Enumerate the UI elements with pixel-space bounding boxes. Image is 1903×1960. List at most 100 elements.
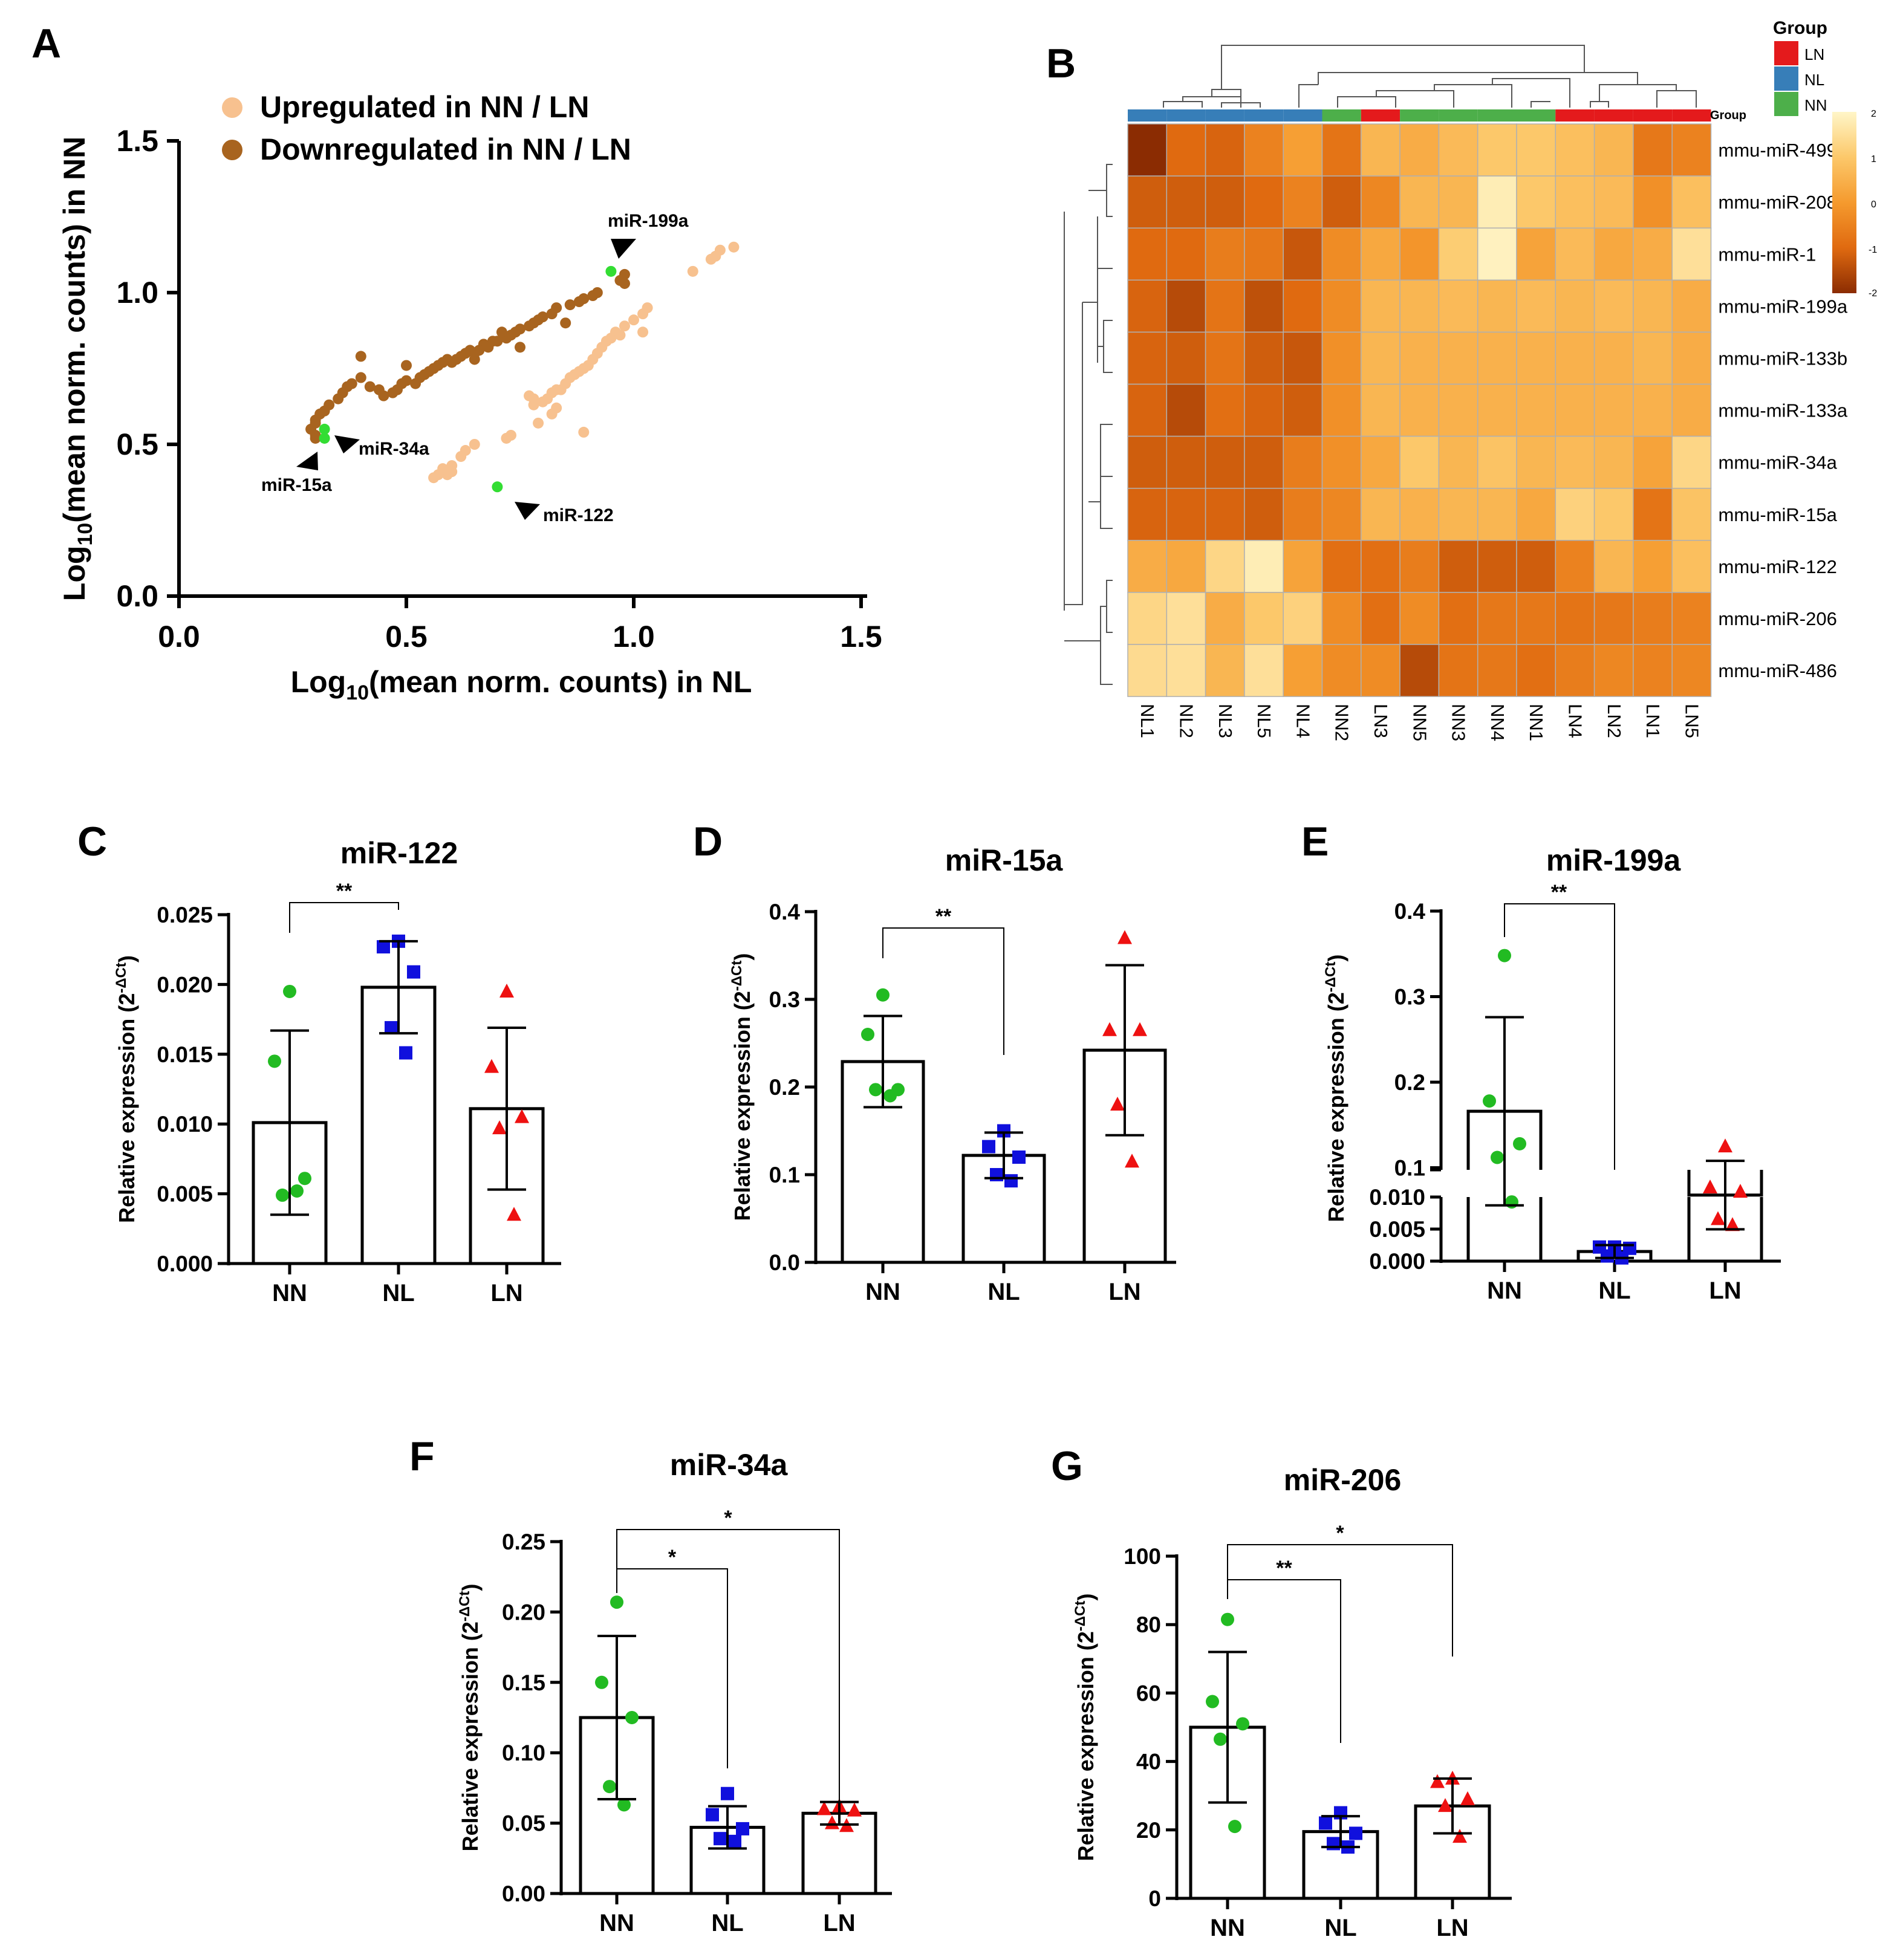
data-point: [603, 1780, 616, 1794]
data-point: [1125, 1154, 1139, 1168]
heatmap-cell: [1477, 487, 1517, 541]
heatmap-cell: [1361, 279, 1400, 333]
bar-y-tick-label: 100: [1124, 1544, 1161, 1569]
b-scale-tick: 0: [1871, 200, 1876, 210]
a-x-axis-label: Log10(mean norm. counts) in NL: [291, 665, 752, 704]
b-row-label: mmu-miR-133a: [1719, 400, 1848, 421]
heatmap-cell: [1438, 435, 1478, 489]
heatmap-cell: [1671, 227, 1712, 281]
heatmap-cell: [1205, 175, 1245, 229]
heatmap-cell: [1438, 279, 1478, 333]
a-y-ticks: 0.0 0.5 1.0 1.5: [116, 124, 179, 613]
a-point-highlight: [492, 481, 503, 493]
bar-y-axis-label: Relative expression (2-ΔCt): [457, 1584, 483, 1852]
heatmap-cell: [1321, 540, 1362, 593]
a-point-down: [305, 423, 317, 435]
heatmap-cell: [1283, 383, 1323, 437]
b-row-labels: mmu-miR-499 mmu-miR-208b mmu-miR-1 mmu-miR-…: [1719, 140, 1848, 681]
a-point-up: [728, 241, 740, 253]
data-point: [1718, 1138, 1732, 1153]
bar-x-tick-label: NL: [987, 1279, 1020, 1305]
b-group-cell-nn: [1322, 109, 1361, 122]
a-x-tick-label: 1.5: [840, 620, 882, 654]
b-col-label: NL1: [1137, 704, 1158, 738]
bar-y-tick-label: 0.05: [502, 1811, 545, 1836]
panel-letter-b: B: [1046, 41, 1076, 86]
data-point: [861, 1028, 874, 1041]
heatmap-cell: [1555, 540, 1595, 593]
heatmap-cell: [1283, 279, 1323, 333]
heatmap-cell: [1361, 123, 1400, 177]
bar-x-tick-label: NN: [272, 1280, 307, 1306]
a-y-tick-label: 1.5: [116, 124, 158, 158]
data-point: [1460, 1791, 1475, 1805]
heatmap-cell: [1633, 487, 1673, 541]
significance-label: **: [935, 905, 952, 928]
heatmap-cell: [1205, 487, 1245, 541]
y-label-text: Relative expression (2: [458, 1621, 483, 1851]
significance-label: *: [724, 1507, 732, 1530]
bar-y-tick-label: 0.1: [769, 1163, 800, 1187]
data-point: [484, 1059, 499, 1073]
b-group-cell-nl: [1244, 109, 1284, 122]
heatmap-cell: [1399, 592, 1440, 645]
a-point-down: [355, 372, 366, 383]
b-row-label: mmu-miR-499: [1719, 140, 1837, 161]
a-point-down: [310, 432, 321, 444]
a-point-up: [619, 320, 630, 332]
bar-y-tick-label: 0.15: [502, 1670, 545, 1695]
a-point-down: [387, 387, 398, 398]
a-point-up: [546, 408, 558, 420]
heatmap-cell: [1633, 279, 1673, 333]
panel-e-bar: miR-199a Relative expression (2-ΔCt) 0.1 0.…: [1322, 843, 1781, 1304]
data-point: [385, 1021, 398, 1034]
significance-label: **: [1551, 881, 1567, 904]
bar-y-tick-label: 0.1: [1394, 1156, 1425, 1181]
bar-chart-title: miR-199a: [1546, 843, 1682, 877]
heatmap-cell: [1593, 123, 1634, 177]
heatmap-cell: [1166, 227, 1206, 281]
heatmap-cell: [1244, 644, 1284, 697]
data-point: [407, 965, 420, 979]
panel-letter-g: G: [1051, 1443, 1083, 1489]
legend-up-label: Upregulated in NN / LN: [260, 90, 589, 124]
heatmap-cell: [1593, 279, 1634, 333]
bar-ln-lower: [1687, 1197, 1763, 1261]
a-x-ticks: 0.0 0.5 1.0 1.5: [158, 596, 882, 654]
heatmap-cell: [1205, 644, 1245, 697]
heatmap-cell: [1127, 540, 1168, 593]
a-point-up: [578, 426, 590, 438]
significance-label: **: [336, 880, 353, 903]
heatmap-cell: [1516, 592, 1557, 645]
heatmap-cell: [1593, 435, 1634, 489]
bar-y-tick-label: 40: [1136, 1750, 1161, 1774]
heatmap-cell: [1205, 331, 1245, 385]
significance-bracket: [882, 927, 1004, 1055]
a-point-down: [560, 317, 571, 329]
y-label-close: ): [114, 955, 139, 962]
heatmap-cell: [1244, 279, 1284, 333]
data-point: [1133, 1022, 1147, 1036]
bar-x-tick-label: NL: [711, 1910, 743, 1936]
b-dendrograms: [1064, 45, 1697, 685]
y-label-close: ): [1073, 1594, 1098, 1601]
annotation-mir-15a: miR-15a: [261, 475, 332, 495]
significance-label: *: [1336, 1522, 1344, 1545]
b-col-label: NL2: [1176, 704, 1197, 738]
bar-y-tick-label: 0.010: [157, 1112, 213, 1137]
heatmap-cell: [1361, 540, 1400, 593]
y-label-close: ): [730, 953, 755, 961]
heatmap-cell: [1127, 592, 1168, 645]
heatmap-cell: [1671, 123, 1712, 177]
bar-y-axis-label: Relative expression (2-ΔCt): [1322, 955, 1348, 1222]
bar-x-tick-label: NN: [599, 1910, 634, 1936]
b-col-label: LN1: [1642, 704, 1664, 738]
heatmap-cell: [1205, 435, 1245, 489]
b-row-label: mmu-miR-208b: [1719, 192, 1848, 213]
heatmap-cell: [1477, 331, 1517, 385]
bar-y-tick-label: 0.015: [157, 1042, 213, 1067]
b-row-label: mmu-miR-15a: [1719, 504, 1838, 525]
b-legend-nn-swatch: [1774, 92, 1798, 116]
heatmap-cell: [1321, 383, 1362, 437]
